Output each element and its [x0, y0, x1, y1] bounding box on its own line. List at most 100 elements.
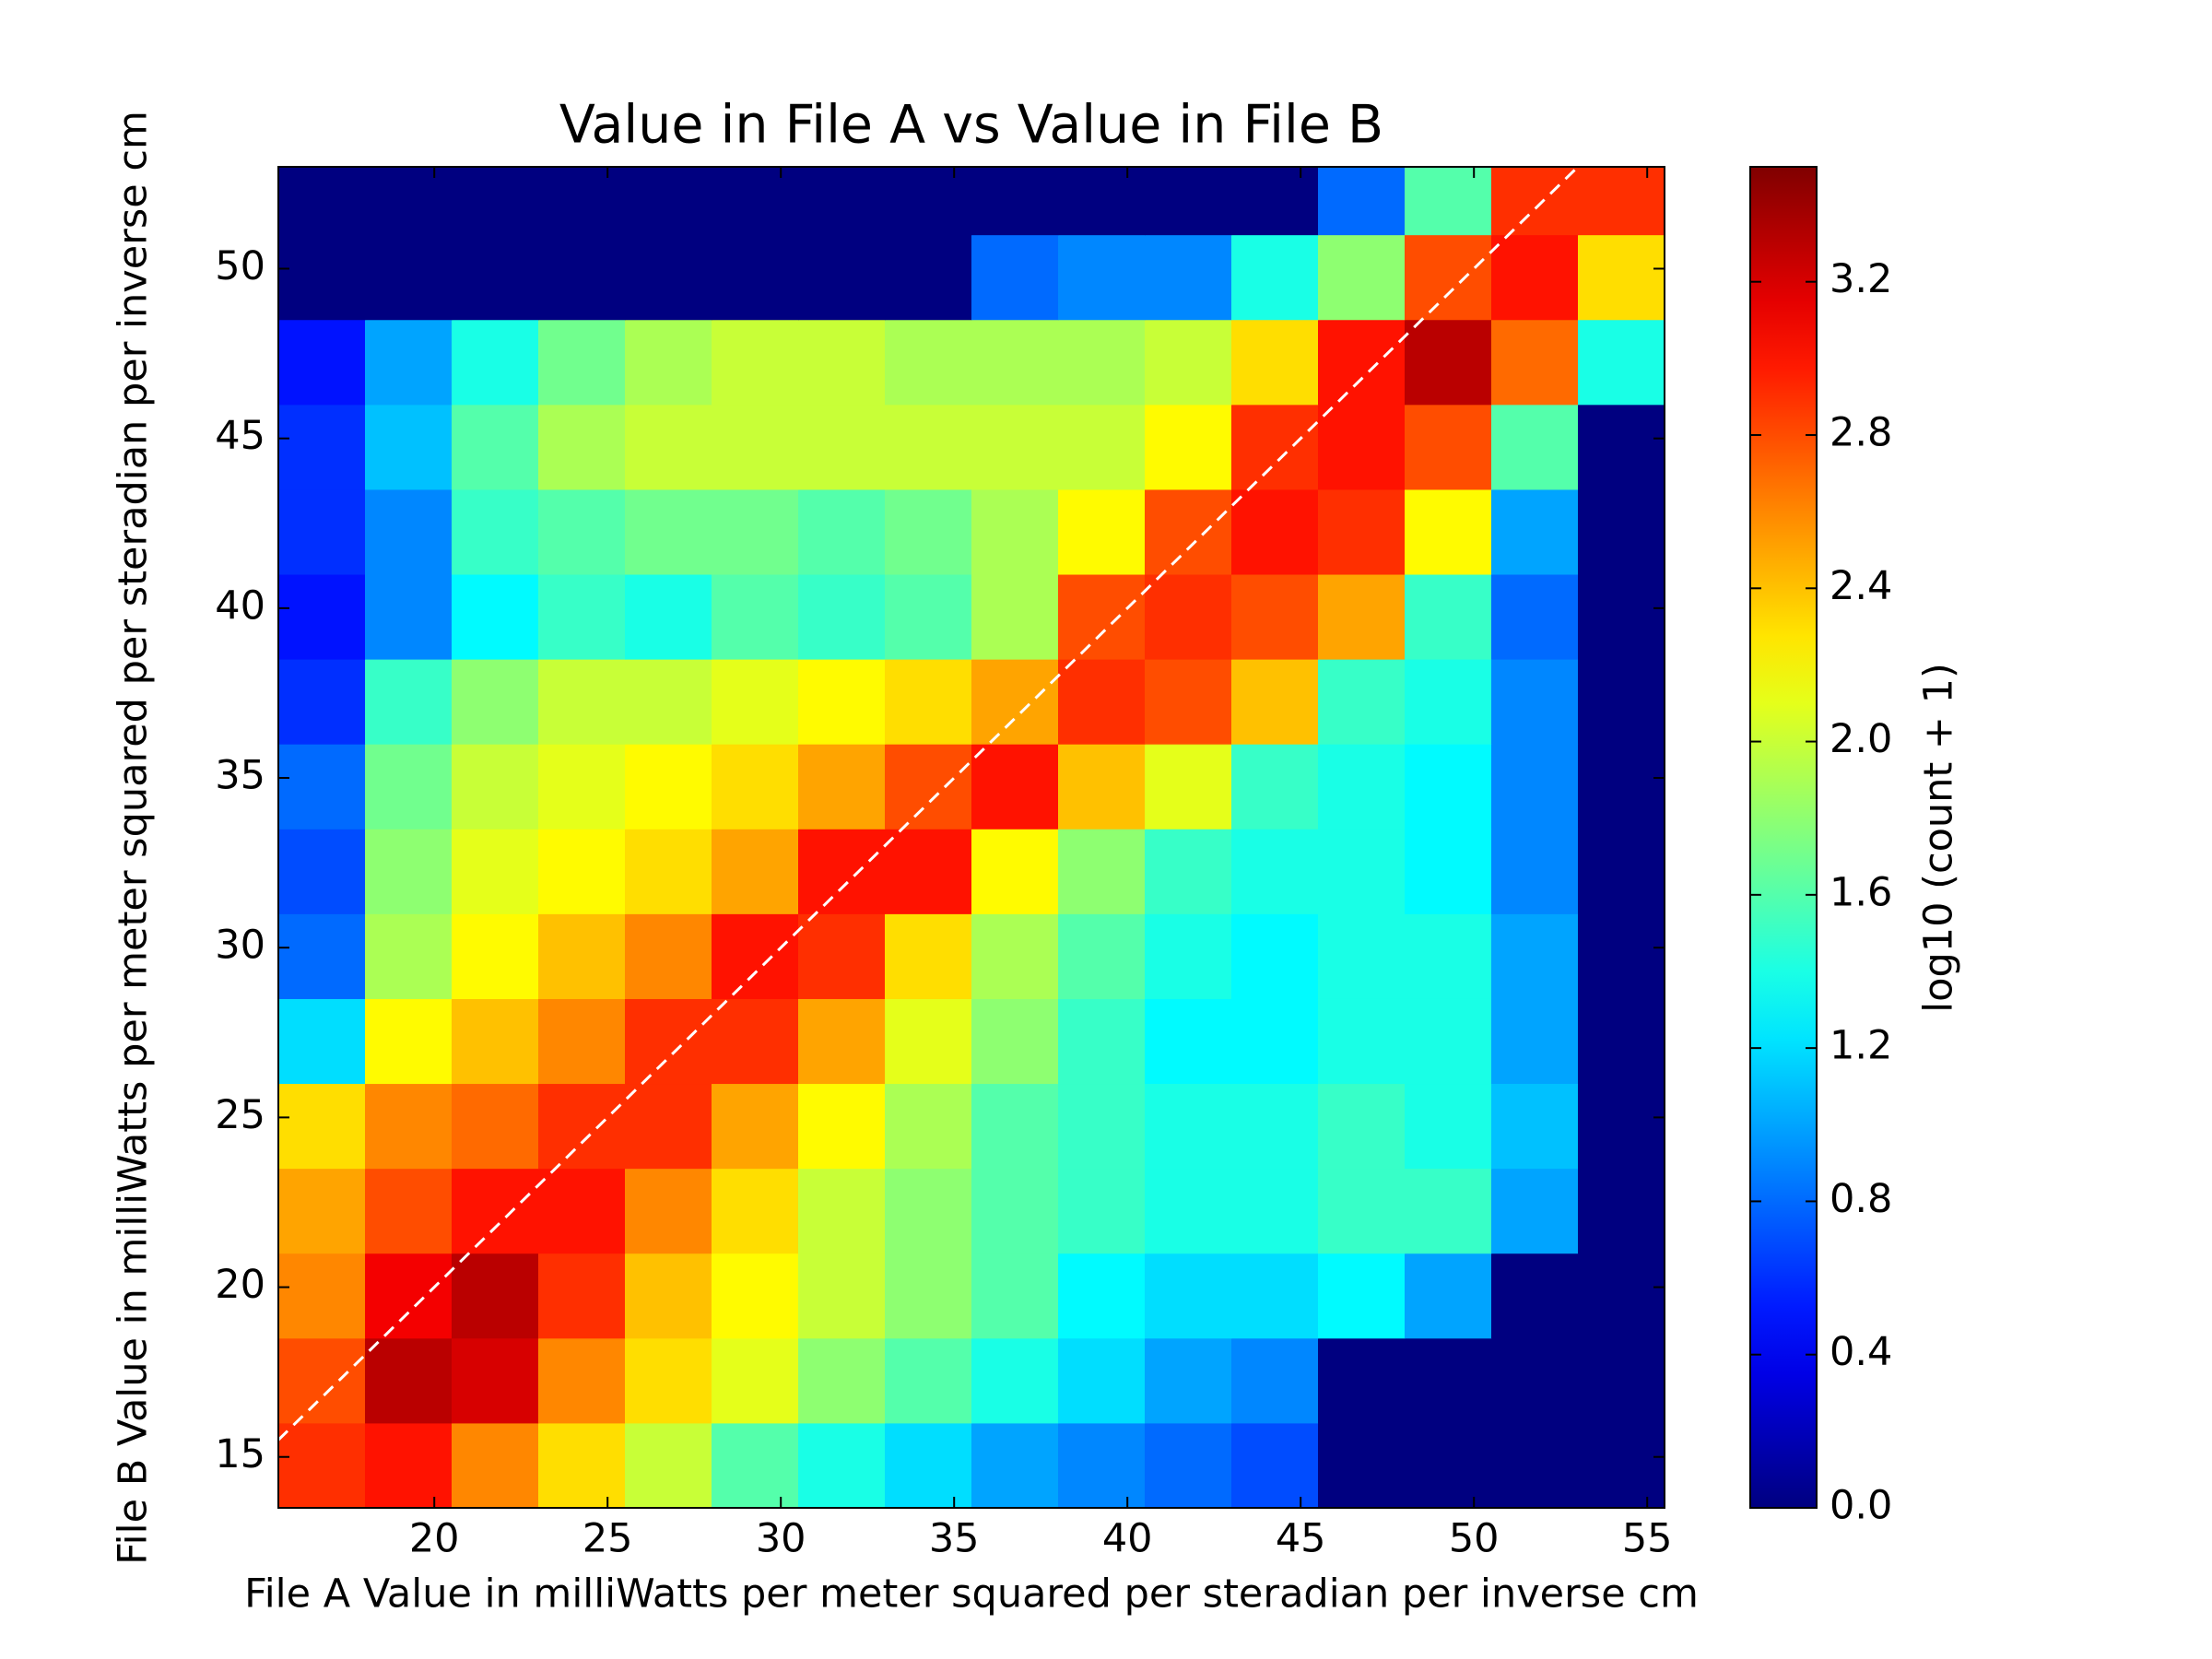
density-cell	[1491, 1253, 1579, 1339]
density-cell	[971, 829, 1059, 914]
density-cell	[278, 1168, 366, 1254]
density-cell	[538, 319, 626, 406]
density-cell	[1405, 829, 1492, 914]
density-cell	[278, 659, 366, 745]
density-cell	[365, 998, 453, 1085]
density-cell	[885, 234, 972, 321]
density-cell	[885, 574, 972, 660]
density-cell	[1145, 404, 1232, 490]
density-cell	[1058, 1168, 1146, 1254]
density-cell	[885, 404, 972, 490]
density-cell	[278, 574, 366, 660]
density-cell	[1491, 744, 1579, 830]
density-cell	[1231, 1083, 1319, 1170]
colorbar-tick-label: 0.8	[1830, 1176, 1892, 1222]
density-cell	[452, 319, 539, 406]
density-cell	[1491, 829, 1579, 914]
density-cell	[1491, 1422, 1579, 1508]
density-cell	[1405, 488, 1492, 575]
density-cell	[1405, 1253, 1492, 1339]
density-cell	[1578, 404, 1665, 490]
density-cell	[625, 1422, 712, 1508]
density-cell	[538, 829, 626, 914]
density-cell	[538, 404, 626, 490]
density-cell	[538, 1253, 626, 1339]
density-cell	[798, 998, 886, 1085]
density-cell	[971, 1422, 1059, 1508]
y-tick-label: 15	[215, 1431, 265, 1477]
density-cell	[1405, 1083, 1492, 1170]
density-cell	[1058, 913, 1146, 999]
y-tick-label: 50	[215, 243, 265, 289]
identity-line	[278, 167, 1580, 1441]
density-cell	[971, 488, 1059, 575]
density-cell	[798, 404, 886, 490]
density-cell	[798, 744, 886, 830]
density-cell	[971, 167, 1059, 236]
density-cell	[538, 234, 626, 321]
overlay: 20 25 30 35 40 45 50 55 15 20 25 30 35 40 45 50 0.0 0.4 0.…	[215, 166, 1892, 1562]
density-cell	[712, 1422, 799, 1508]
density-cell	[1491, 574, 1579, 660]
density-cell	[1318, 913, 1406, 999]
x-tick-label: 50	[1449, 1516, 1500, 1562]
density-cell	[1058, 234, 1146, 321]
density-cell	[1491, 913, 1579, 999]
density-cell	[1578, 829, 1665, 914]
density-cell	[452, 659, 539, 745]
density-cell	[452, 574, 539, 660]
density-cell	[538, 1337, 626, 1424]
density-cell	[452, 488, 539, 575]
density-cell	[1491, 319, 1579, 406]
density-cell	[798, 319, 886, 406]
density-cell	[1405, 404, 1492, 490]
density-cell	[885, 1337, 972, 1424]
density-cell	[1231, 744, 1319, 830]
plot-area	[278, 167, 1665, 1508]
density-cell	[712, 319, 799, 406]
density-cell	[1058, 1422, 1146, 1508]
density-cell	[452, 913, 539, 999]
density-cell	[538, 998, 626, 1085]
density-cell	[971, 1083, 1059, 1170]
density-cell	[971, 404, 1059, 490]
density-cell	[1405, 574, 1492, 660]
density-cell	[365, 744, 453, 830]
density-cell	[971, 913, 1059, 999]
density-cell	[971, 1168, 1059, 1254]
density-cell	[1145, 829, 1232, 914]
density-cell	[278, 829, 366, 914]
density-cell	[625, 829, 712, 914]
density-cell	[365, 1422, 453, 1508]
density-cell	[971, 574, 1059, 660]
density-cell	[1491, 998, 1579, 1085]
density-cell	[1145, 998, 1232, 1085]
density-cell	[1145, 167, 1232, 236]
density-cell	[538, 1422, 626, 1508]
density-cell	[1491, 488, 1579, 575]
density-cell	[1578, 659, 1665, 745]
y-tick-label: 20	[215, 1262, 265, 1308]
density-cell	[625, 574, 712, 660]
density-cell	[452, 234, 539, 321]
density-cell	[278, 1083, 366, 1170]
density-cell	[278, 744, 366, 830]
density-cell	[538, 574, 626, 660]
density-cell	[798, 659, 886, 745]
density-cell	[1578, 998, 1665, 1085]
density-cell	[798, 234, 886, 321]
density-cell	[1405, 659, 1492, 745]
density-cell	[278, 998, 366, 1085]
density-cell	[1405, 1422, 1492, 1508]
density-cell	[538, 167, 626, 236]
density-cell	[538, 1083, 626, 1170]
density-cell	[1145, 1168, 1232, 1254]
density-cell	[1231, 488, 1319, 575]
density-cell	[712, 1083, 799, 1170]
x-axis-label: File A Value in milliWatts per meter squ…	[244, 1571, 1699, 1618]
density-cell	[798, 1422, 886, 1508]
colorbar-tick-label: 1.2	[1830, 1023, 1892, 1069]
density-cell	[712, 913, 799, 999]
density-cell	[1318, 488, 1406, 575]
density-cell	[1145, 319, 1232, 406]
